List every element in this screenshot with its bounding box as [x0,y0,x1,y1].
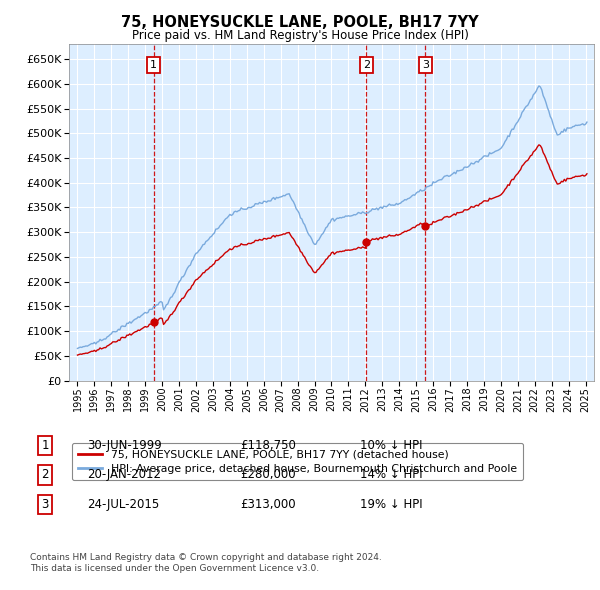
Text: 1: 1 [150,60,157,70]
Legend: 75, HONEYSUCKLE LANE, POOLE, BH17 7YY (detached house), HPI: Average price, deta: 75, HONEYSUCKLE LANE, POOLE, BH17 7YY (d… [72,443,523,480]
Text: 24-JUL-2015: 24-JUL-2015 [87,498,159,511]
Text: 20-JAN-2012: 20-JAN-2012 [87,468,161,481]
Text: 3: 3 [41,498,49,511]
Text: £118,750: £118,750 [240,439,296,452]
Text: 3: 3 [422,60,429,70]
Text: 14% ↓ HPI: 14% ↓ HPI [360,468,422,481]
Text: 2: 2 [362,60,370,70]
Text: 75, HONEYSUCKLE LANE, POOLE, BH17 7YY: 75, HONEYSUCKLE LANE, POOLE, BH17 7YY [121,15,479,30]
Text: 2: 2 [41,468,49,481]
Text: Price paid vs. HM Land Registry's House Price Index (HPI): Price paid vs. HM Land Registry's House … [131,30,469,42]
Text: This data is licensed under the Open Government Licence v3.0.: This data is licensed under the Open Gov… [30,565,319,573]
Text: £313,000: £313,000 [240,498,296,511]
Text: 10% ↓ HPI: 10% ↓ HPI [360,439,422,452]
Text: 30-JUN-1999: 30-JUN-1999 [87,439,162,452]
Text: Contains HM Land Registry data © Crown copyright and database right 2024.: Contains HM Land Registry data © Crown c… [30,553,382,562]
Text: 1: 1 [41,439,49,452]
Text: £280,000: £280,000 [240,468,296,481]
Text: 19% ↓ HPI: 19% ↓ HPI [360,498,422,511]
